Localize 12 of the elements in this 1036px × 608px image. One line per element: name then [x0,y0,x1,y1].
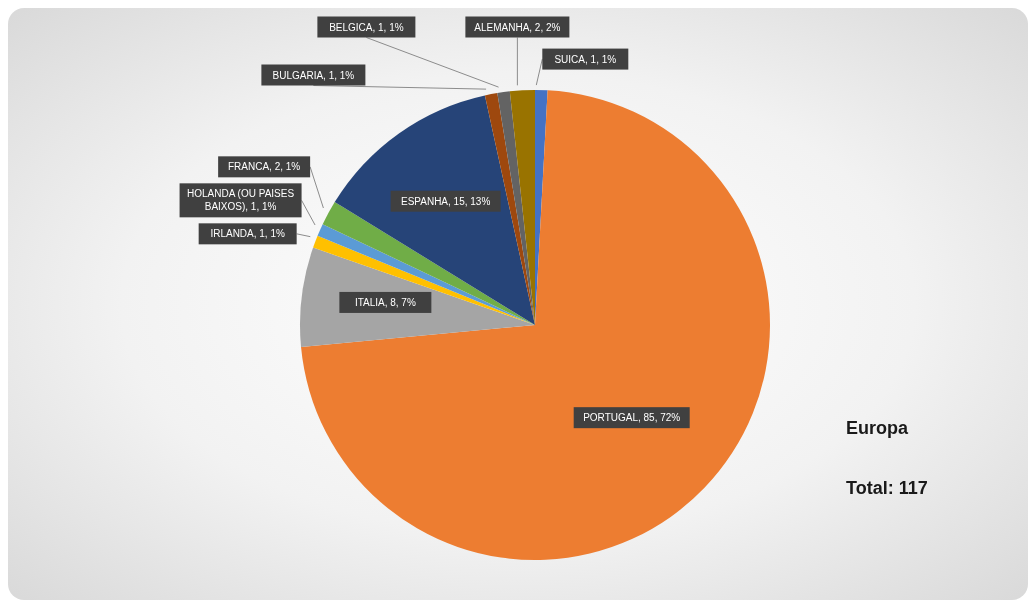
slice-label: BULGARIA, 1, 1% [272,69,355,81]
slice-label: ITALIA, 8, 7% [354,296,416,308]
text: Total: 117 [846,478,928,499]
slice-label: ESPANHA, 15, 13% [400,195,491,207]
slice-label: SUICA, 1, 1% [554,53,617,65]
slice-label: BELGICA, 1, 1% [329,21,404,33]
slice-label: ALEMANHA, 2, 2% [474,21,561,33]
slice-label: PORTUGAL, 85, 72% [583,412,681,424]
text: Europa [846,418,909,439]
slice-label: HOLANDA (OU PAISES BAIXOS), 1, 1% [187,188,295,213]
slice-label: FRANCA, 2, 1% [228,161,301,173]
slice-label: IRLANDA, 1, 1% [210,228,285,240]
